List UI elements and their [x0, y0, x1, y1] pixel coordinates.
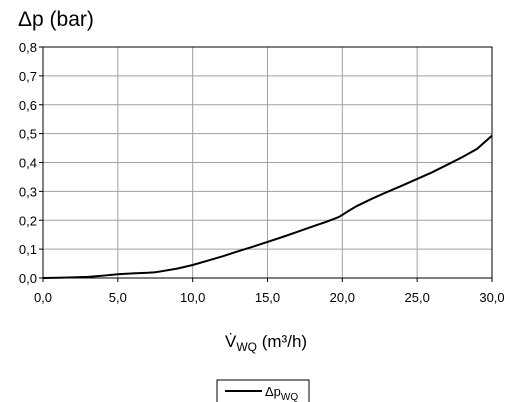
y-tick-label: 0,5: [19, 127, 37, 142]
x-tick-label: 30,0: [479, 290, 504, 305]
grid: [39, 46, 493, 282]
x-tick-label: 15,0: [255, 290, 280, 305]
plot-frame: [42, 46, 493, 279]
x-tick-label: 10,0: [180, 290, 205, 305]
x-tick-label: 25,0: [405, 290, 430, 305]
series-line-dp-wq: [42, 134, 493, 279]
y-axis-label: Δp (bar): [18, 8, 94, 31]
y-tick-label: 0,4: [19, 156, 37, 171]
y-tick-label: 0,7: [19, 69, 37, 84]
x-axis-label-unit: (m³/h): [257, 332, 307, 351]
x-tick-label: 5,0: [109, 290, 127, 305]
x-axis-label-symbol: V̇: [225, 332, 237, 351]
x-tick-labels: 0,0 5,0 10,0 15,0 20,0 25,0 30,0: [34, 290, 505, 305]
y-tick-label: 0,2: [19, 213, 37, 228]
x-axis-label-subscript: WQ: [236, 340, 257, 354]
x-axis-label: V̇WQ (m³/h): [225, 332, 307, 354]
y-tick-label: 0,0: [19, 271, 37, 286]
x-tick-label: 20,0: [330, 290, 355, 305]
legend-entry-label: Δp: [265, 384, 281, 399]
legend: ΔpWQ: [216, 379, 310, 402]
legend-box: [216, 379, 310, 402]
y-tick-label: 0,3: [19, 184, 37, 199]
y-tick-label: 0,8: [19, 40, 37, 55]
y-tick-label: 0,1: [19, 242, 37, 257]
x-tick-label: 0,0: [34, 290, 52, 305]
legend-entry-subscript: WQ: [281, 392, 298, 402]
y-tick-labels: 0,0 0,1 0,2 0,3 0,4 0,5 0,6 0,7 0,8: [19, 40, 37, 286]
y-tick-label: 0,6: [19, 98, 37, 113]
legend-entry-dp-wq: ΔpWQ: [265, 384, 298, 402]
